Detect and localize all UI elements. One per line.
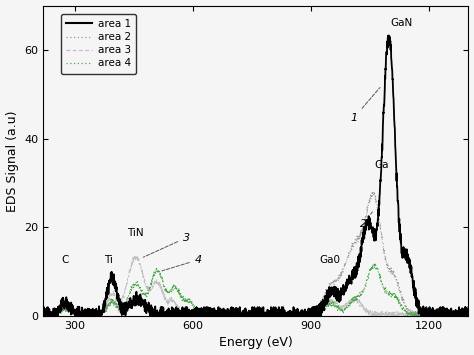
area 3 — [465, 313, 471, 318]
area 4 — [375, 271, 381, 275]
area 1 — [454, 310, 459, 314]
Text: 1: 1 — [350, 87, 380, 123]
X-axis label: Energy (eV): Energy (eV) — [219, 337, 292, 349]
area 4 — [62, 304, 68, 308]
Line: area 3: area 3 — [43, 256, 468, 316]
area 3 — [454, 314, 459, 318]
area 1 — [247, 309, 253, 313]
area 1 — [454, 313, 459, 317]
Text: GaN: GaN — [391, 18, 413, 28]
Text: 4: 4 — [162, 255, 202, 271]
Text: Ga0: Ga0 — [319, 255, 340, 265]
area 2 — [40, 313, 46, 317]
area 1 — [62, 304, 68, 308]
area 1 — [385, 33, 391, 38]
area 1 — [465, 305, 471, 309]
area 3 — [40, 312, 46, 316]
Text: 3: 3 — [143, 233, 190, 257]
Line: area 1: area 1 — [43, 36, 468, 316]
Y-axis label: EDS Signal (a.u): EDS Signal (a.u) — [6, 110, 18, 212]
area 1 — [375, 209, 381, 214]
area 3 — [41, 314, 46, 318]
Text: TiN: TiN — [128, 228, 144, 239]
Text: Ti: Ti — [104, 255, 112, 265]
area 4 — [454, 313, 459, 317]
Legend: area 1, area 2, area 3, area 4: area 1, area 2, area 3, area 4 — [61, 14, 136, 73]
area 3 — [454, 312, 459, 316]
Text: Ga: Ga — [374, 160, 388, 170]
area 2 — [454, 314, 459, 318]
area 1 — [43, 314, 48, 318]
area 3 — [375, 313, 381, 317]
Text: C: C — [62, 255, 69, 265]
area 2 — [465, 311, 471, 315]
area 2 — [375, 212, 381, 216]
area 4 — [372, 262, 378, 266]
area 1 — [236, 314, 242, 318]
area 1 — [40, 312, 46, 317]
area 4 — [465, 313, 471, 317]
area 4 — [236, 313, 242, 317]
area 3 — [236, 313, 242, 317]
area 4 — [454, 312, 459, 316]
Line: area 2: area 2 — [43, 191, 468, 316]
area 2 — [454, 312, 459, 317]
area 4 — [40, 314, 46, 318]
area 2 — [236, 314, 242, 318]
Line: area 4: area 4 — [43, 264, 468, 316]
Text: 2: 2 — [360, 212, 373, 229]
area 2 — [62, 305, 68, 310]
area 2 — [370, 189, 375, 193]
area 2 — [41, 314, 46, 318]
area 2 — [247, 312, 253, 316]
area 3 — [247, 313, 253, 317]
area 4 — [40, 311, 46, 315]
area 3 — [132, 254, 137, 258]
area 3 — [62, 306, 68, 310]
area 4 — [247, 313, 253, 317]
